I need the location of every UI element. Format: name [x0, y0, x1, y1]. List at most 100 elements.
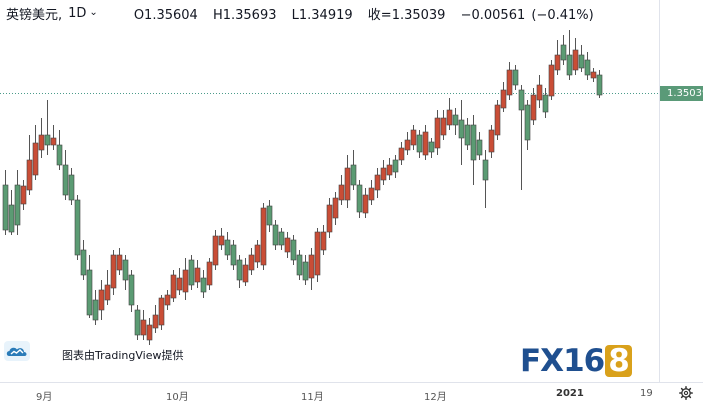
candle	[584, 52, 591, 80]
candle	[116, 248, 123, 275]
candle	[92, 290, 99, 325]
candle	[596, 70, 603, 98]
high-value: H1.35693	[212, 7, 277, 23]
low-value: L1.34919	[291, 7, 353, 23]
open-value: O1.35604	[133, 7, 198, 23]
candle	[134, 305, 141, 340]
candle	[248, 248, 255, 275]
timeframe-label[interactable]: 1D	[68, 5, 87, 21]
candle	[548, 60, 555, 100]
candle	[56, 130, 63, 170]
candle	[272, 220, 279, 250]
x-tick-label: 11月	[301, 392, 324, 402]
candle	[434, 110, 441, 155]
candle	[158, 295, 165, 330]
chevron-down-icon[interactable]: ⌄	[89, 6, 98, 18]
candle	[62, 150, 69, 200]
candle	[524, 100, 531, 150]
candle	[314, 228, 321, 282]
candle	[200, 270, 207, 298]
candle	[8, 190, 15, 235]
candle	[164, 290, 171, 310]
x-tick-label: 12月	[424, 392, 447, 402]
candle	[302, 255, 309, 285]
candle	[176, 268, 183, 295]
candle	[182, 258, 189, 300]
candle	[242, 258, 249, 286]
candle	[206, 258, 213, 290]
candle	[218, 228, 225, 250]
candle	[224, 232, 231, 260]
candle	[494, 100, 501, 140]
candle	[458, 100, 465, 165]
candle	[464, 118, 471, 150]
candle	[296, 250, 303, 280]
candle	[26, 135, 33, 195]
candle	[392, 155, 399, 178]
candle	[410, 125, 417, 150]
tradingview-attribution[interactable]: 图表由TradingView提供	[62, 349, 184, 362]
x-tick-label: 10月	[166, 392, 189, 402]
candle	[512, 65, 519, 90]
fx168-logo: FX16 8	[520, 344, 632, 378]
candle	[236, 255, 243, 288]
gear-icon[interactable]	[679, 386, 693, 400]
candle	[590, 68, 597, 82]
candle	[308, 248, 315, 290]
candle	[2, 170, 9, 235]
candle	[542, 88, 549, 118]
candle	[452, 108, 459, 135]
candle	[170, 270, 177, 302]
candle	[578, 45, 585, 72]
candle	[338, 175, 345, 205]
ohlc-readout: O1.35604 H1.35693 L1.34919 收=1.35039 −0.…	[134, 4, 603, 23]
change-value: −0.00561 (−0.41%)	[460, 7, 594, 23]
chart-header: 英镑美元, 1D ⌄ O1.35604 H1.35693 L1.34919 收=…	[6, 4, 603, 23]
candle	[50, 125, 57, 150]
candle	[398, 142, 405, 165]
candle	[560, 35, 567, 65]
candle	[260, 203, 267, 270]
candle	[122, 255, 129, 290]
candle	[14, 170, 21, 235]
candle	[440, 110, 447, 140]
candle	[380, 160, 387, 185]
candle	[482, 150, 489, 208]
candle	[476, 132, 483, 160]
candle	[194, 260, 201, 288]
candle	[554, 40, 561, 75]
candle	[530, 88, 537, 125]
candle	[38, 118, 45, 158]
candle	[566, 30, 573, 80]
candle	[140, 310, 147, 340]
candle	[332, 192, 339, 225]
candle	[188, 255, 195, 290]
candle	[488, 125, 495, 158]
candle	[386, 158, 393, 180]
candle	[128, 270, 135, 312]
candle	[344, 155, 351, 208]
candle	[74, 195, 81, 260]
candle	[278, 228, 285, 250]
candle	[350, 150, 357, 190]
symbol-name[interactable]: 英镑美元,	[6, 7, 63, 23]
candle	[536, 75, 543, 108]
candle	[518, 85, 525, 190]
candle	[104, 270, 111, 305]
candle	[506, 62, 513, 100]
candle	[290, 235, 297, 265]
tradingview-cloud-icon[interactable]	[4, 341, 30, 361]
price-axis-divider	[659, 0, 660, 383]
time-axis-divider	[0, 382, 703, 383]
candle	[284, 232, 291, 258]
x-tick-label-year: 2021	[556, 388, 584, 399]
candle	[212, 230, 219, 270]
candle	[152, 305, 159, 333]
x-tick-label: 19	[640, 388, 653, 399]
candle	[320, 225, 327, 255]
candle	[68, 168, 75, 205]
candle	[362, 188, 369, 218]
candle	[80, 240, 87, 280]
